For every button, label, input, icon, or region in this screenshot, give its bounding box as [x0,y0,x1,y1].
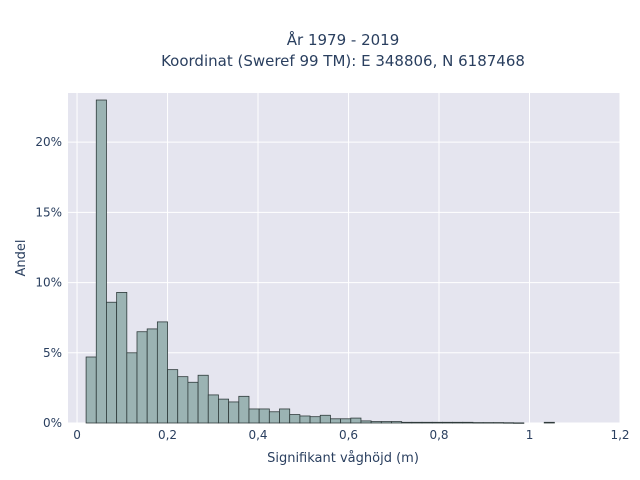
histogram-bar [207,394,219,424]
x-tick-labels: 0 0,2 0,4 0,6 0,8 1 1,2 [73,428,629,442]
histogram-bar [299,415,311,424]
histogram-bar [330,418,342,424]
histogram-bar [401,421,413,424]
histogram-bars [85,99,555,424]
histogram-bar [85,356,97,424]
histogram-bar [543,421,555,424]
y-tick-labels: 0% 5% 10% 15% 20% [35,135,62,430]
histogram-bar [350,417,362,424]
histogram-bar [95,99,107,424]
chart-title-line-2: Koordinat (Sweref 99 TM): E 348806, N 61… [161,52,525,70]
histogram-bar [472,422,484,424]
histogram-bar [360,420,372,424]
histogram-bar [503,422,515,424]
histogram-bar [340,418,352,424]
histogram-bar [462,421,474,424]
histogram-bar [106,301,118,424]
histogram-bar [238,395,250,424]
histogram-bar [289,414,301,424]
x-axis-title: Signifikant våghöjd (m) [267,451,419,466]
x-tick-label: 0,8 [429,428,448,442]
y-tick-label: 0% [43,416,62,430]
histogram-bar [380,421,392,424]
histogram-bar [228,401,240,424]
histogram-bar [492,422,504,424]
histogram-bar [411,421,423,424]
histogram-bar [452,421,464,424]
x-tick-label: 0,2 [158,428,177,442]
histogram-bar [248,408,260,424]
x-tick-label: 0 [73,428,81,442]
y-axis-title: Andel [14,240,29,277]
histogram-bar [279,408,291,424]
histogram-bar [258,408,270,424]
histogram-bar [319,414,331,424]
x-tick-label: 1 [526,428,534,442]
histogram-bar [197,374,209,424]
x-tick-label: 0,4 [248,428,267,442]
histogram-bar [442,421,453,424]
histogram-bar [136,331,148,424]
histogram-bar [218,398,230,424]
histogram-bar [268,411,280,424]
y-tick-label: 20% [35,135,62,149]
histogram-bar [482,422,494,424]
histogram-bar [187,381,199,424]
histogram-bar [167,369,179,424]
histogram-bar [146,328,158,424]
histogram-bar [421,421,433,424]
histogram-bar [126,352,138,424]
histogram-bar [513,422,525,424]
y-tick-label: 10% [35,276,62,290]
histogram-bar [370,421,382,424]
histogram-bar [177,376,189,424]
histogram-bar [431,421,443,424]
x-tick-label: 0,6 [339,428,358,442]
histogram-bar [156,321,168,424]
histogram-bar [116,292,128,424]
chart-title-line-1: År 1979 - 2019 [287,30,400,49]
histogram-bar [391,421,403,424]
y-tick-label: 5% [43,346,62,360]
y-tick-label: 15% [35,205,62,219]
x-tick-label: 1,2 [610,428,629,442]
histogram-bar [309,416,321,424]
